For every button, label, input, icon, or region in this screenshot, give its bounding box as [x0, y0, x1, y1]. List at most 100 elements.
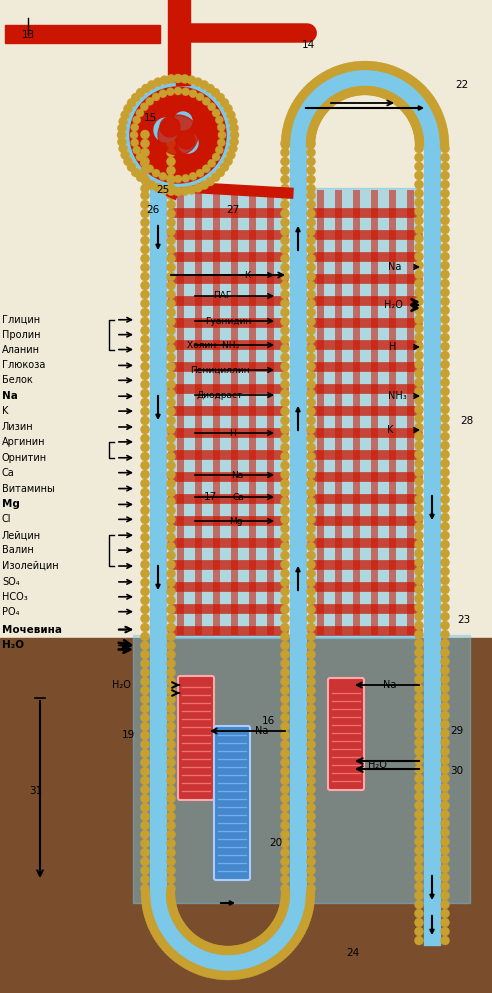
Circle shape [440, 153, 450, 162]
Circle shape [307, 81, 316, 90]
Circle shape [280, 569, 289, 578]
Circle shape [307, 578, 315, 587]
Circle shape [212, 970, 221, 979]
Circle shape [171, 911, 180, 920]
Circle shape [166, 353, 176, 362]
Circle shape [440, 666, 450, 675]
Circle shape [141, 632, 150, 641]
Circle shape [141, 380, 150, 389]
Text: Холин  NH₃: Холин NH₃ [187, 341, 239, 350]
Circle shape [141, 821, 150, 830]
Circle shape [222, 946, 231, 955]
Circle shape [362, 86, 370, 95]
Circle shape [206, 177, 215, 186]
Circle shape [166, 596, 176, 605]
Circle shape [440, 909, 450, 918]
Circle shape [366, 86, 375, 95]
Circle shape [166, 227, 176, 236]
Circle shape [280, 254, 289, 263]
Circle shape [315, 110, 324, 119]
Circle shape [414, 130, 423, 139]
Circle shape [280, 461, 289, 470]
Circle shape [440, 702, 450, 711]
Circle shape [440, 675, 450, 684]
Circle shape [297, 926, 306, 935]
Circle shape [440, 522, 450, 531]
Circle shape [360, 86, 369, 95]
Circle shape [307, 134, 315, 143]
Circle shape [376, 88, 386, 97]
Circle shape [425, 93, 433, 102]
Circle shape [414, 81, 423, 90]
Circle shape [131, 93, 140, 102]
Circle shape [307, 533, 315, 542]
Circle shape [440, 621, 450, 630]
Circle shape [307, 236, 315, 245]
Circle shape [141, 839, 150, 848]
Circle shape [166, 659, 176, 668]
Circle shape [269, 957, 277, 966]
Circle shape [396, 98, 404, 107]
Circle shape [166, 695, 176, 704]
Circle shape [307, 434, 315, 443]
Text: 23: 23 [458, 615, 471, 625]
Circle shape [307, 740, 315, 749]
Circle shape [141, 659, 150, 668]
Circle shape [307, 416, 315, 425]
Circle shape [414, 342, 424, 351]
Circle shape [440, 216, 450, 225]
Circle shape [280, 416, 289, 425]
Circle shape [280, 785, 289, 794]
Circle shape [280, 578, 289, 587]
Circle shape [440, 504, 450, 513]
Circle shape [307, 866, 315, 875]
Circle shape [306, 136, 315, 145]
Circle shape [304, 908, 312, 917]
Circle shape [166, 308, 176, 317]
Circle shape [215, 116, 223, 124]
Circle shape [121, 151, 130, 160]
Circle shape [403, 106, 412, 115]
Text: Na: Na [255, 726, 268, 736]
Circle shape [280, 767, 289, 776]
Circle shape [307, 767, 315, 776]
Circle shape [167, 898, 176, 907]
Circle shape [166, 704, 176, 713]
Circle shape [180, 187, 189, 196]
Circle shape [282, 128, 291, 137]
Circle shape [281, 947, 290, 956]
Circle shape [141, 479, 150, 488]
Circle shape [414, 225, 424, 234]
Circle shape [141, 889, 150, 898]
Circle shape [202, 97, 210, 105]
Circle shape [279, 902, 288, 912]
Text: 31: 31 [30, 786, 43, 796]
Circle shape [378, 63, 387, 71]
Circle shape [440, 585, 450, 594]
Circle shape [166, 209, 176, 218]
Circle shape [307, 875, 315, 884]
Circle shape [440, 639, 450, 648]
Circle shape [307, 749, 315, 758]
Circle shape [418, 86, 428, 95]
Circle shape [141, 470, 150, 479]
Circle shape [257, 964, 266, 973]
Circle shape [307, 371, 315, 380]
Circle shape [141, 184, 150, 193]
Circle shape [213, 945, 222, 954]
Circle shape [236, 944, 245, 953]
Circle shape [248, 967, 257, 976]
Circle shape [307, 479, 315, 488]
Circle shape [414, 846, 424, 855]
Circle shape [141, 704, 150, 713]
Circle shape [146, 165, 154, 173]
Circle shape [141, 488, 150, 497]
Circle shape [166, 875, 176, 884]
Circle shape [176, 956, 185, 965]
Circle shape [280, 605, 289, 614]
Circle shape [306, 889, 315, 898]
Circle shape [413, 128, 423, 137]
Circle shape [362, 61, 371, 71]
Circle shape [307, 290, 315, 299]
Text: Ca: Ca [232, 493, 244, 501]
